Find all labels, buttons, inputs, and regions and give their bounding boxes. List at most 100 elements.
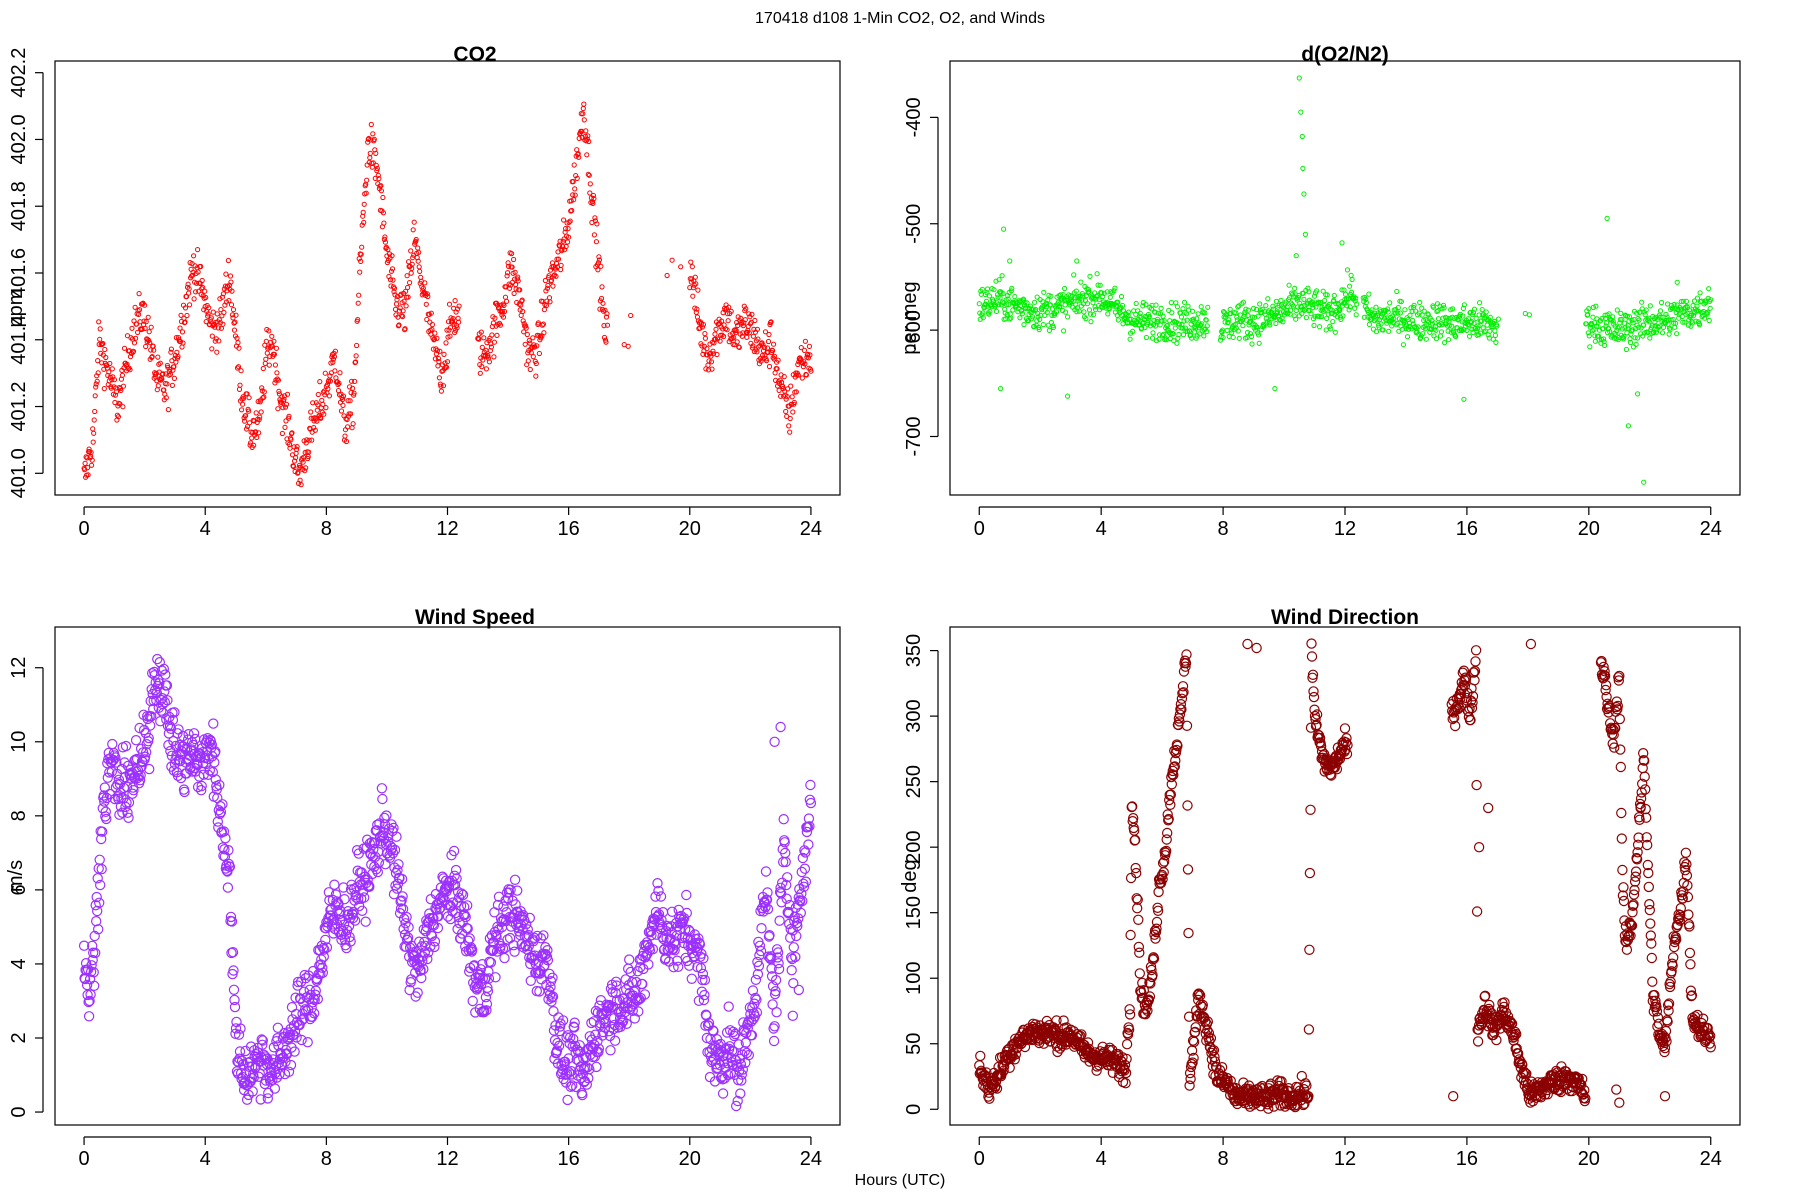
data-point <box>557 1015 569 1026</box>
data-point <box>373 162 379 168</box>
data-point <box>391 289 397 295</box>
data-point <box>1470 645 1482 656</box>
data-point <box>1127 336 1133 342</box>
data-point <box>633 1006 644 1017</box>
data-point <box>408 270 414 276</box>
data-point <box>1270 303 1276 309</box>
data-point <box>666 906 678 918</box>
data-point <box>569 1017 580 1028</box>
data-point <box>1394 320 1400 326</box>
data-point <box>364 881 375 893</box>
data-point <box>1302 306 1309 312</box>
data-point <box>1633 341 1639 347</box>
data-point <box>1694 295 1701 301</box>
data-point-outlier <box>793 984 805 996</box>
data-point <box>434 335 440 341</box>
data-point <box>1278 297 1284 303</box>
data-point <box>568 1033 579 1045</box>
data-point <box>1085 287 1092 293</box>
data-point <box>1630 320 1636 326</box>
data-point <box>781 893 792 904</box>
data-point <box>765 349 771 355</box>
data-point <box>1305 804 1316 816</box>
data-point <box>1309 302 1315 308</box>
data-point <box>688 259 694 265</box>
data-point <box>169 707 180 718</box>
data-point <box>728 1026 739 1038</box>
data-point <box>1057 292 1064 298</box>
data-point <box>1643 307 1649 313</box>
data-point <box>1680 319 1686 325</box>
data-point <box>1165 789 1177 800</box>
data-point <box>754 326 761 332</box>
data-point <box>1586 333 1592 339</box>
data-point <box>551 1045 563 1056</box>
data-point <box>1273 298 1280 304</box>
data-point <box>710 351 717 357</box>
data-point <box>705 367 712 373</box>
data-point <box>483 973 495 984</box>
data-point <box>565 1081 576 1093</box>
data-point <box>1340 737 1352 748</box>
data-point <box>1183 311 1190 317</box>
data-point <box>780 383 786 389</box>
data-point <box>1251 305 1257 311</box>
data-point <box>1340 313 1346 319</box>
data-point <box>363 190 369 196</box>
data-point <box>107 360 113 367</box>
co2-x-tick-label: 24 <box>800 518 822 540</box>
data-point <box>1265 296 1271 302</box>
data-point <box>604 322 611 328</box>
data-point <box>209 333 215 339</box>
data-point <box>188 728 200 739</box>
data-point <box>1118 293 1125 300</box>
data-point <box>1521 1068 1532 1080</box>
data-point <box>990 1080 1001 1092</box>
data-point <box>109 366 115 372</box>
data-point <box>387 277 394 283</box>
data-point <box>1257 301 1263 307</box>
data-point <box>1254 307 1260 313</box>
data-point <box>282 424 288 430</box>
data-point <box>643 959 654 970</box>
data-point <box>1159 846 1170 858</box>
co2-title: CO2 <box>453 43 496 66</box>
data-point <box>191 296 197 302</box>
data-point <box>154 657 165 668</box>
data-point <box>1627 339 1634 346</box>
data-point <box>494 332 500 338</box>
data-point-outlier <box>717 1088 729 1099</box>
data-point <box>1314 288 1320 294</box>
o2-ylabel: per meg <box>899 281 921 354</box>
co2-x-tick-label: 0 <box>79 518 90 540</box>
data-point <box>569 1022 580 1033</box>
data-point <box>247 420 253 426</box>
data-point <box>496 916 507 928</box>
data-point <box>1205 1033 1217 1044</box>
data-point <box>215 801 226 812</box>
data-point <box>1263 303 1269 309</box>
data-point <box>103 354 109 361</box>
data-point <box>1245 312 1251 318</box>
data-point <box>637 978 648 990</box>
data-point <box>94 854 105 866</box>
data-point <box>1174 304 1181 310</box>
data-point <box>393 301 400 307</box>
data-point <box>1339 287 1345 293</box>
data-point <box>1491 1034 1502 1046</box>
data-point <box>605 1045 616 1056</box>
data-point <box>540 942 551 953</box>
data-point <box>1619 326 1626 332</box>
data-point <box>257 414 263 420</box>
data-point <box>774 915 785 926</box>
data-point <box>1131 903 1143 914</box>
data-point <box>331 354 337 360</box>
data-point <box>322 370 328 376</box>
data-point <box>167 371 173 377</box>
data-point <box>490 320 496 326</box>
data-point <box>1156 869 1168 881</box>
data-point <box>261 394 267 400</box>
data-point <box>241 395 247 401</box>
data-point <box>1148 953 1160 964</box>
data-point <box>1483 309 1489 315</box>
